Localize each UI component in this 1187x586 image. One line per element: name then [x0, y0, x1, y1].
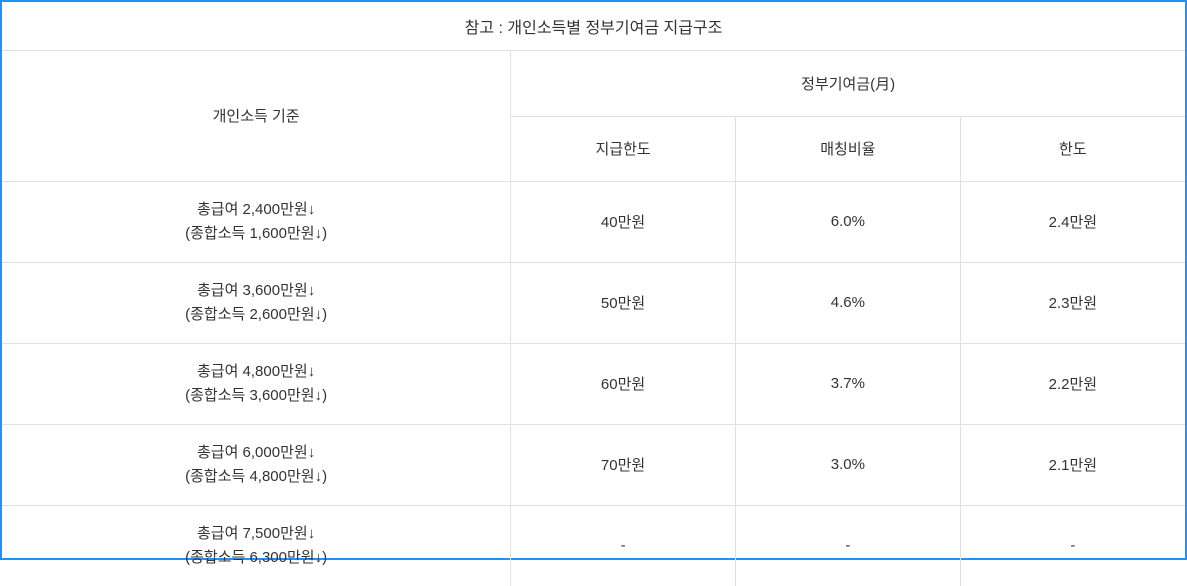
income-line1: 총급여 4,800만원↓ [197, 363, 315, 380]
header-contribution-group: 정부기여금(月) [511, 51, 1185, 116]
table-row: 총급여 7,500만원↓ (종합소득 6,300만원↓) - - - [2, 505, 1185, 586]
cell-limit: 50만원 [511, 262, 736, 343]
cell-cap: 2.2만원 [960, 343, 1185, 424]
cell-limit: 40만원 [511, 181, 736, 262]
cell-income: 총급여 4,800만원↓ (종합소득 3,600만원↓) [2, 343, 511, 424]
table-row: 총급여 2,400만원↓ (종합소득 1,600만원↓) 40만원 6.0% 2… [2, 181, 1185, 262]
cell-matching: 4.6% [735, 262, 960, 343]
cell-income: 총급여 6,000만원↓ (종합소득 4,800만원↓) [2, 424, 511, 505]
table-body: 총급여 2,400만원↓ (종합소득 1,600만원↓) 40만원 6.0% 2… [2, 181, 1185, 586]
income-line2: (종합소득 1,600만원↓) [185, 225, 327, 242]
income-line2: (종합소득 3,600만원↓) [185, 387, 327, 404]
cell-income: 총급여 2,400만원↓ (종합소득 1,600만원↓) [2, 181, 511, 262]
header-income: 개인소득 기준 [2, 51, 511, 181]
income-line1: 총급여 7,500만원↓ [197, 525, 315, 542]
table-row: 총급여 4,800만원↓ (종합소득 3,600만원↓) 60만원 3.7% 2… [2, 343, 1185, 424]
income-line1: 총급여 2,400만원↓ [197, 201, 315, 218]
cell-cap: 2.4만원 [960, 181, 1185, 262]
table-row: 총급여 6,000만원↓ (종합소득 4,800만원↓) 70만원 3.0% 2… [2, 424, 1185, 505]
cell-limit: - [511, 505, 736, 586]
table-title: 참고 : 개인소득별 정부기여금 지급구조 [2, 2, 1185, 51]
table-row: 총급여 3,600만원↓ (종합소득 2,600만원↓) 50만원 4.6% 2… [2, 262, 1185, 343]
cell-cap: 2.1만원 [960, 424, 1185, 505]
income-line2: (종합소득 6,300만원↓) [185, 549, 327, 566]
income-line2: (종합소득 2,600만원↓) [185, 306, 327, 323]
table-container: 참고 : 개인소득별 정부기여금 지급구조 개인소득 기준 정부기여금(月) 지… [0, 0, 1187, 560]
income-line2: (종합소득 4,800만원↓) [185, 468, 327, 485]
cell-cap: - [960, 505, 1185, 586]
cell-matching: 3.0% [735, 424, 960, 505]
cell-matching: - [735, 505, 960, 586]
header-cap: 한도 [960, 116, 1185, 181]
cell-income: 총급여 7,500만원↓ (종합소득 6,300만원↓) [2, 505, 511, 586]
income-line1: 총급여 6,000만원↓ [197, 444, 315, 461]
header-limit: 지급한도 [511, 116, 736, 181]
header-matching: 매칭비율 [735, 116, 960, 181]
cell-matching: 3.7% [735, 343, 960, 424]
contribution-table: 개인소득 기준 정부기여금(月) 지급한도 매칭비율 한도 총급여 2,400만… [2, 51, 1185, 586]
income-line1: 총급여 3,600만원↓ [197, 282, 315, 299]
cell-cap: 2.3만원 [960, 262, 1185, 343]
cell-limit: 70만원 [511, 424, 736, 505]
cell-limit: 60만원 [511, 343, 736, 424]
cell-matching: 6.0% [735, 181, 960, 262]
cell-income: 총급여 3,600만원↓ (종합소득 2,600만원↓) [2, 262, 511, 343]
